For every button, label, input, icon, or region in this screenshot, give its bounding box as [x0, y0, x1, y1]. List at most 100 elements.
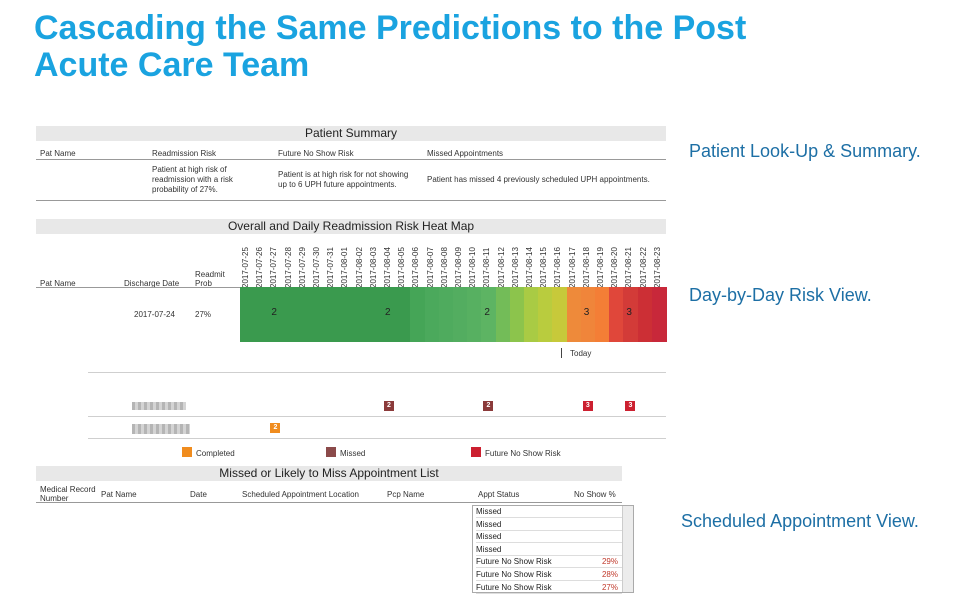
appt-list-scrollbar[interactable]	[622, 506, 633, 592]
date-label: 2017-08-13	[510, 238, 524, 288]
date-label-text: 2017-08-18	[581, 247, 591, 288]
heat-cell	[424, 287, 440, 342]
heat-cell	[396, 287, 411, 342]
heat-cell	[325, 287, 340, 342]
date-label-text: 2017-08-21	[624, 247, 634, 288]
col-appt-status: Appt Status	[478, 490, 520, 499]
appt-list-row[interactable]: Future No Show Risk 28%	[476, 569, 622, 581]
slide-title: Cascading the Same Predictions to the Po…	[34, 9, 747, 84]
appt-status-value: Future No Show Risk	[476, 582, 552, 592]
no-show-pct-value: 28%	[601, 570, 618, 579]
heat-cell	[296, 287, 312, 342]
patient-summary-header: Patient Summary	[36, 126, 666, 141]
missed-appointments-text: Patient has missed 4 previously schedule…	[427, 175, 650, 184]
date-label-text: 2017-08-01	[340, 247, 350, 288]
risk-level-label: 2	[385, 307, 391, 318]
heat-cell	[580, 287, 596, 342]
col-appt-date: Date	[190, 490, 207, 499]
legend-completed-label: Completed	[196, 449, 235, 458]
appt-status-value: Missed	[476, 519, 502, 529]
date-label: 2017-08-02	[354, 238, 368, 288]
date-label: 2017-08-07	[425, 238, 439, 288]
redacted-patient-name	[132, 402, 186, 410]
date-label: 2017-07-25	[240, 238, 254, 288]
redacted-patient-name-2	[132, 424, 190, 434]
date-label: 2017-07-28	[283, 238, 297, 288]
today-label: Today	[570, 349, 592, 358]
date-label: 2017-08-04	[382, 238, 396, 288]
appt-list-row[interactable]: Missed	[476, 544, 622, 556]
appt-list-row[interactable]: Future No Show Risk 27%	[476, 582, 622, 594]
date-label-text: 2017-07-30	[312, 247, 321, 288]
date-label: 2017-08-01	[339, 238, 353, 288]
date-label: 2017-08-05	[396, 238, 410, 288]
heat-cell	[552, 287, 568, 342]
date-label-text: 2017-08-06	[411, 247, 421, 288]
heatmap-col-discharge-date: Discharge Date	[124, 279, 180, 288]
appt-list-row[interactable]: Missed	[476, 531, 622, 544]
col-appt-location: Scheduled Appointment Location	[242, 490, 359, 499]
date-label: 2017-08-23	[652, 238, 666, 288]
heat-cell	[637, 287, 653, 342]
no-show-risk-text: Patient is at high risk for not showing …	[278, 170, 409, 189]
timeline-top-rule	[88, 372, 666, 373]
heatmap-col-pat-name: Pat Name	[40, 279, 76, 288]
appointment-badge[interactable]: 2	[483, 401, 494, 411]
date-label-text: 2017-08-11	[482, 247, 492, 288]
date-label: 2017-07-27	[268, 238, 282, 288]
timeline-bottom-rule	[88, 438, 666, 439]
readmit-prob-value: 27%	[195, 310, 212, 319]
date-label-text: 2017-08-15	[539, 247, 549, 288]
date-label-text: 2017-08-22	[638, 247, 648, 288]
heatmap-col-readmit-prob: Readmit Prob	[195, 270, 225, 288]
date-label: 2017-08-20	[609, 238, 623, 288]
heat-cell	[240, 287, 255, 342]
appointment-badge[interactable]: 2	[270, 423, 281, 433]
heat-cell	[595, 287, 610, 342]
heat-cell	[353, 287, 369, 342]
heat-cell	[410, 287, 426, 342]
legend-completed-swatch	[182, 447, 192, 457]
date-label-text: 2017-08-04	[383, 247, 392, 288]
readmission-risk-text: Patient at high risk of readmission with…	[152, 165, 233, 194]
date-label: 2017-08-11	[481, 238, 495, 288]
appt-list-row[interactable]: Future No Show Risk 29%	[476, 556, 622, 569]
risk-level-label: 2	[484, 307, 490, 318]
today-marker	[561, 348, 562, 358]
heatmap-header: Overall and Daily Readmission Risk Heat …	[36, 219, 666, 234]
heat-cell	[651, 287, 667, 342]
heat-cell	[254, 287, 269, 342]
appt-list-row[interactable]: Missed	[476, 519, 622, 531]
date-label-text: 2017-07-27	[269, 247, 279, 288]
appointment-badge[interactable]: 3	[625, 401, 636, 411]
no-show-pct-value: 27%	[601, 582, 618, 592]
risk-level-label: 2	[271, 307, 277, 318]
appointment-badge[interactable]: 2	[384, 401, 394, 411]
date-label-text: 2017-07-29	[297, 247, 307, 288]
heat-cell	[495, 287, 511, 342]
appointment-badge[interactable]: 3	[582, 401, 593, 411]
date-label: 2017-08-22	[638, 238, 652, 288]
date-label-text: 2017-08-05	[397, 247, 407, 288]
date-label: 2017-08-15	[538, 238, 552, 288]
date-label: 2017-08-10	[467, 238, 481, 288]
appt-list-row[interactable]: Missed	[476, 506, 622, 518]
appt-status-value: Future No Show Risk	[476, 557, 552, 567]
date-label: 2017-08-09	[453, 238, 467, 288]
heat-cell	[367, 287, 383, 342]
heat-cell	[623, 287, 639, 342]
date-label-text: 2017-08-03	[368, 247, 378, 288]
date-label-text: 2017-08-09	[454, 247, 463, 288]
heat-cell	[609, 287, 624, 342]
date-label-text: 2017-08-10	[468, 247, 478, 288]
appt-list-table	[472, 505, 634, 593]
appt-status-value: Missed	[476, 507, 502, 516]
heat-cell	[453, 287, 468, 342]
date-label-text: 2017-08-19	[596, 247, 605, 288]
appt-list-header-rule	[36, 502, 622, 503]
date-label-text: 2017-07-28	[283, 247, 293, 288]
appt-status-value: Future No Show Risk	[476, 570, 552, 579]
date-label-text: 2017-08-20	[610, 247, 620, 288]
legend-future-swatch	[471, 447, 481, 457]
risk-level-label: 3	[626, 307, 632, 318]
